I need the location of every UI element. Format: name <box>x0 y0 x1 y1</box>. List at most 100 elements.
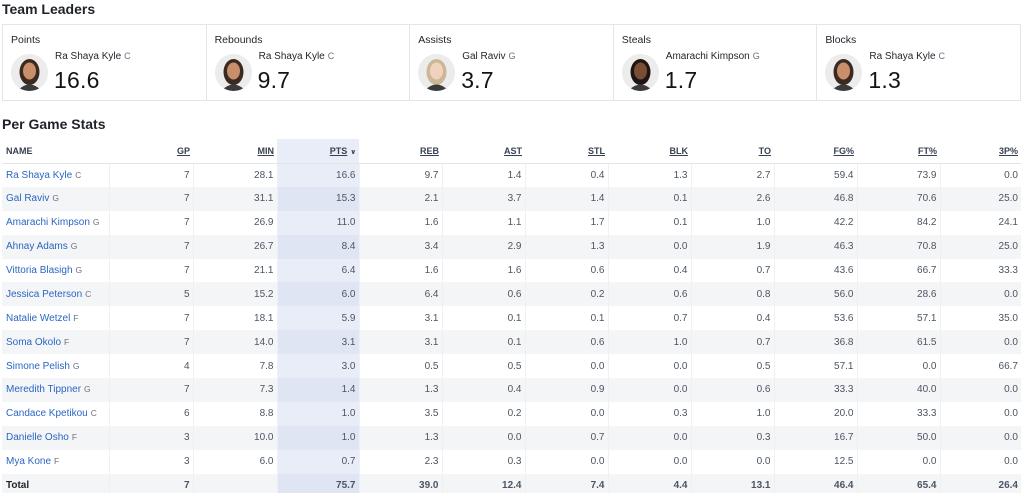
leader-player-name[interactable]: Gal Raviv G <box>462 51 515 62</box>
chevron-down-icon[interactable]: ∨ <box>350 148 356 156</box>
column-header-ast[interactable]: AST <box>442 139 525 164</box>
player-link[interactable]: Meredith Tippner <box>6 384 82 396</box>
stat-cell-stl: 0.2 <box>525 282 609 307</box>
column-header-3p-pct[interactable]: 3P% <box>940 139 1021 164</box>
stat-cell-ft-pct: 33.3 <box>857 401 941 426</box>
leader-player-name[interactable]: Ra Shaya Kyle C <box>869 51 945 62</box>
player-link[interactable]: Soma Okolo <box>6 336 62 348</box>
stat-cell-ast: 1.6 <box>442 258 526 283</box>
column-header-stl[interactable]: STL <box>525 139 608 164</box>
column-header-label[interactable]: MIN <box>257 145 275 156</box>
stat-cell-min: 7.8 <box>193 354 278 379</box>
player-name-cell[interactable]: Ra Shaya Kyle C <box>2 163 110 187</box>
player-position: C <box>90 408 97 419</box>
stat-cell-blk: 0.4 <box>608 258 692 283</box>
leader-player-name-text[interactable]: Gal Raviv <box>462 51 506 62</box>
column-header-ft-pct[interactable]: FT% <box>857 139 940 164</box>
stat-cell-3p-pct: 33.3 <box>998 265 1018 276</box>
stat-cell-ft-pct: 61.5 <box>857 330 941 355</box>
stat-cell-ft-pct: 50.0 <box>857 425 941 450</box>
column-header-label[interactable]: PTS <box>329 145 348 156</box>
column-header-label[interactable]: GP <box>176 145 190 156</box>
player-link[interactable]: Gal Raviv <box>6 193 50 205</box>
column-header-label[interactable]: STL <box>588 145 605 156</box>
column-header-reb[interactable]: REB <box>359 139 442 164</box>
player-link[interactable]: Vittoria Blasigh <box>6 265 73 276</box>
leader-player-name[interactable]: Ra Shaya Kyle C <box>55 51 131 62</box>
column-header-pts[interactable]: PTS ∨ <box>277 139 359 164</box>
column-header-label[interactable]: TO <box>758 145 771 156</box>
stat-cell-gp: 7 <box>109 210 194 235</box>
table-row: Ra Shaya Kyle C 7 28.1 16.6 9.7 1.4 0.4 1.3 2.7 59… <box>2 163 1021 187</box>
leader-player-name[interactable]: Amarachi Kimpson G <box>666 51 760 62</box>
leader-player-name-text[interactable]: Ra Shaya Kyle <box>258 51 325 62</box>
leader-stat-value: 1.7 <box>664 67 698 93</box>
player-name-cell[interactable]: Ahnay Adams G <box>2 234 110 259</box>
player-link[interactable]: Simone Pelish <box>6 360 70 372</box>
player-name-cell[interactable]: Gal Raviv G <box>2 186 110 211</box>
leader-stat-value: 9.7 <box>257 67 291 93</box>
player-name-cell[interactable]: Meredith Tippner G <box>2 378 110 402</box>
stat-cell-ast: 1.4 <box>442 163 526 187</box>
stat-cell-reb: 2.1 <box>359 186 443 211</box>
stat-cell-blk: 0.0 <box>608 425 692 450</box>
player-position: G <box>70 241 78 252</box>
total-label: Total <box>2 473 110 493</box>
column-header-label[interactable]: FG% <box>833 145 854 156</box>
player-name-cell[interactable]: Mya Kone F <box>2 449 110 474</box>
player-link[interactable]: Candace Kpetikou <box>6 408 88 420</box>
stat-cell-ft-pct: 28.6 <box>857 282 941 307</box>
player-name-cell[interactable]: Jessica Peterson C <box>2 282 110 307</box>
stat-cell-to: 0.3 <box>691 425 775 450</box>
leader-player-name-text[interactable]: Ra Shaya Kyle <box>869 51 936 62</box>
player-name-cell[interactable]: Vittoria Blasigh G <box>2 258 110 283</box>
leader-player-position: C <box>938 51 946 61</box>
column-header-label[interactable]: AST <box>504 145 522 156</box>
column-header-gp[interactable]: GP <box>109 139 193 164</box>
player-name-cell[interactable]: Candace Kpetikou C <box>2 401 110 426</box>
total-cell-to: 13.1 <box>691 473 775 493</box>
stat-cell-reb: 3.1 <box>359 306 443 331</box>
stat-cell-ast: 0.4 <box>442 378 526 402</box>
per-game-stats-table: NAME GP MIN PTS ∨ REB AST STL BLK TO FG% FT% 3P% Ra … <box>2 139 1021 493</box>
player-link[interactable]: Natalie Wetzel <box>6 312 71 324</box>
stat-cell-min: 31.1 <box>193 186 278 211</box>
player-link[interactable]: Ahnay Adams <box>6 241 68 253</box>
stat-cell-gp: 3 <box>109 425 194 450</box>
player-link[interactable]: Jessica Peterson <box>6 288 83 300</box>
table-row: Candace Kpetikou C 6 8.8 1.0 3.5 0.2 0.0 0.3 1.0 2… <box>2 401 1021 426</box>
player-link[interactable]: Danielle Osho <box>6 432 69 444</box>
player-link[interactable]: Ra Shaya Kyle <box>6 169 73 181</box>
player-link[interactable]: Mya Kone <box>6 456 52 468</box>
stat-cell-blk: 0.6 <box>608 282 692 307</box>
player-position: G <box>72 360 80 371</box>
stat-cell-ast: 2.9 <box>442 234 526 259</box>
stat-cell-3p-pct: 0.0 <box>1004 456 1018 468</box>
column-header-min[interactable]: MIN <box>193 139 277 164</box>
stat-cell-blk: 0.0 <box>608 449 692 474</box>
player-name-cell[interactable]: Danielle Osho F <box>2 425 110 450</box>
column-header-blk[interactable]: BLK <box>608 139 691 164</box>
stat-cell-pts: 3.0 <box>277 354 360 379</box>
stat-cell-gp: 7 <box>109 163 194 187</box>
column-header-to[interactable]: TO <box>691 139 774 164</box>
player-name-cell[interactable]: Amarachi Kimpson G <box>2 210 110 235</box>
table-row: Gal Raviv G 7 31.1 15.3 2.1 3.7 1.4 0.1 2.6 46.8 70… <box>2 186 1021 211</box>
column-header-label[interactable]: 3P% <box>998 145 1018 156</box>
player-position: G <box>75 265 83 275</box>
stat-cell-3p-pct: 0.0 <box>940 330 1021 355</box>
stat-cell-blk: 0.3 <box>608 401 692 426</box>
player-name-cell[interactable]: Natalie Wetzel F <box>2 306 110 331</box>
leader-player-name[interactable]: Ra Shaya Kyle C <box>259 51 335 62</box>
stat-cell-ast: 0.3 <box>442 449 526 474</box>
leader-player-name-text[interactable]: Amarachi Kimpson <box>665 51 750 62</box>
player-name-cell[interactable]: Simone Pelish G <box>2 354 110 379</box>
player-link[interactable]: Amarachi Kimpson <box>6 217 90 229</box>
column-header-label[interactable]: REB <box>419 145 439 156</box>
leader-player-name-text[interactable]: Ra Shaya Kyle <box>55 51 122 62</box>
column-header-label[interactable]: FT% <box>918 145 937 156</box>
column-header-label[interactable]: BLK <box>669 145 689 156</box>
column-header-fg-pct[interactable]: FG% <box>774 139 857 164</box>
stat-cell-reb: 3.1 <box>359 330 443 355</box>
player-name-cell[interactable]: Soma Okolo F <box>2 330 110 355</box>
